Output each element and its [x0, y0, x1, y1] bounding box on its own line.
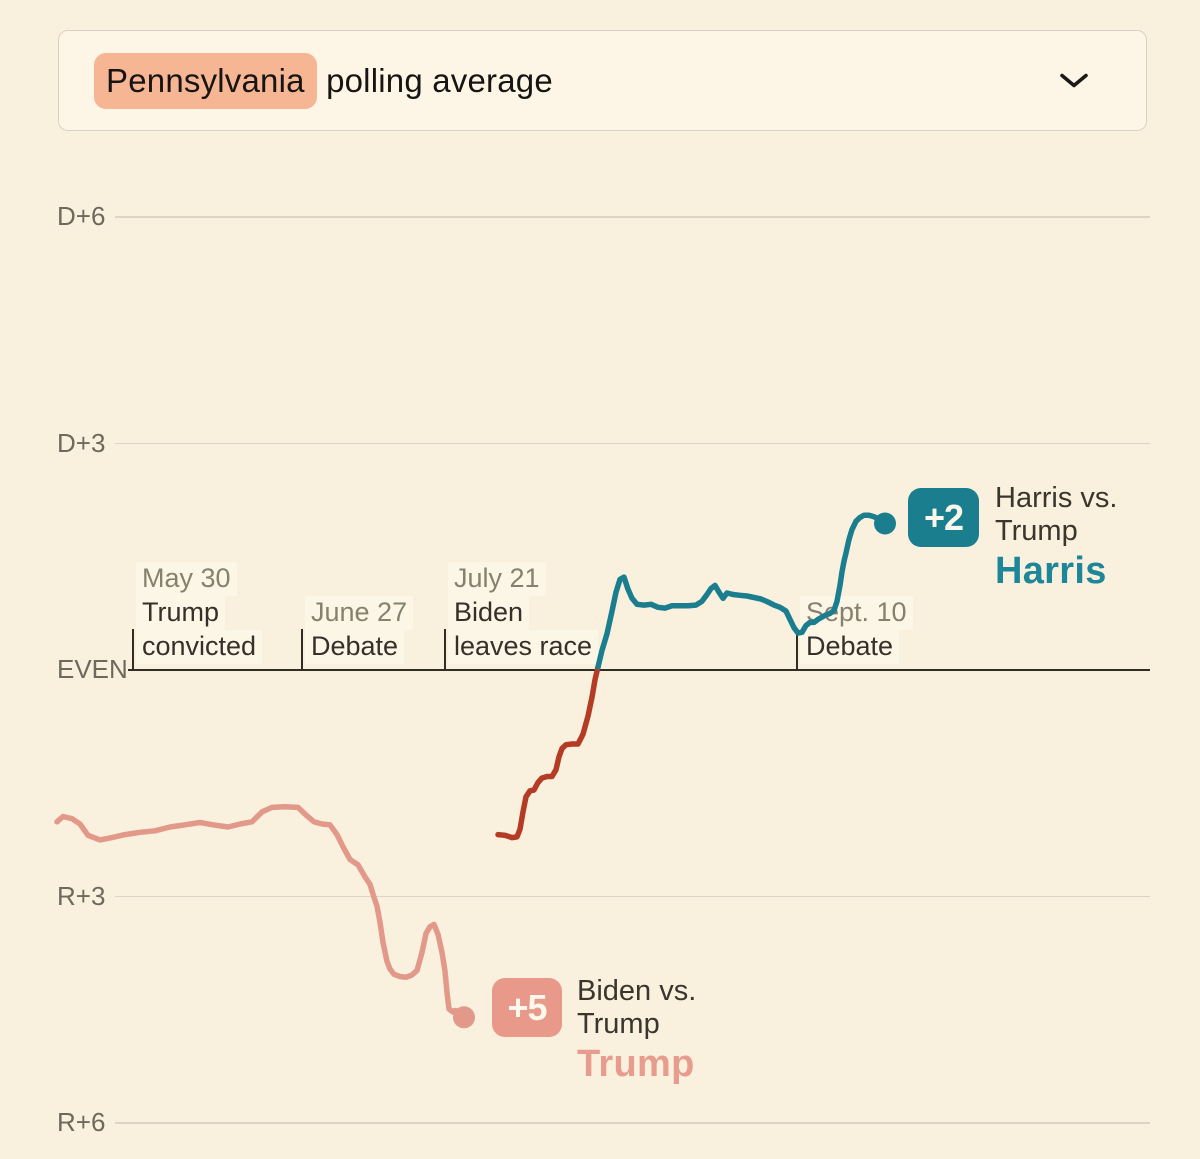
event-label-2: leaves race [448, 630, 599, 664]
y-axis-label-even: EVEN [57, 653, 128, 684]
event-label-3: Debate [800, 630, 900, 664]
y-axis-label-r+6: R+6 [57, 1106, 106, 1137]
event-date-0: May 30 [136, 562, 237, 596]
harris-margin-badge: +2 [908, 488, 979, 547]
series-line [495, 664, 601, 841]
state-selector-dropdown[interactable]: Pennsylvania polling average [58, 30, 1147, 131]
harris-leader-label: Harris [995, 550, 1107, 592]
event-date-2: July 21 [448, 562, 546, 596]
event-tick-1 [301, 629, 303, 670]
dropdown-label: Pennsylvania polling average [94, 52, 553, 109]
y-axis-label-d+6: D+6 [57, 200, 106, 231]
harris-callout: Harris vs. Trump Harris [995, 482, 1117, 591]
trump-matchup-line2: Trump [577, 1008, 660, 1040]
harris-matchup-line2: Trump [995, 515, 1078, 547]
event-label-1: Debate [305, 630, 405, 664]
chevron-down-icon [1060, 73, 1088, 87]
grid-line-d+3 [115, 442, 1150, 445]
grid-line-r+6 [115, 1122, 1150, 1124]
event-label-0: convicted [136, 630, 263, 664]
trump-callout: Biden vs. Trump Trump [577, 975, 696, 1084]
series-end-dot [874, 512, 896, 535]
trump-margin-badge: +5 [492, 978, 562, 1037]
even-axis-line [128, 669, 1150, 671]
state-name-highlight: Pennsylvania [94, 52, 317, 109]
event-tick-3 [796, 629, 798, 670]
harris-matchup-line1: Harris vs. [995, 482, 1118, 514]
y-axis-label-d+3: D+3 [57, 427, 106, 458]
event-tick-2 [444, 629, 446, 670]
event-date-3: Sept. 10 [800, 596, 913, 630]
trump-matchup-line1: Biden vs. [577, 975, 697, 1007]
event-date-1: June 27 [305, 596, 414, 630]
event-label-2: Biden [448, 596, 530, 630]
series-line [54, 803, 467, 1021]
grid-line-d+6 [115, 216, 1150, 218]
event-tick-0 [132, 629, 134, 670]
event-label-0: Trump [136, 596, 226, 630]
dropdown-label-rest: polling average [316, 61, 553, 99]
grid-line-r+3 [115, 895, 1150, 898]
series-end-dot [453, 1006, 475, 1029]
y-axis-label-r+3: R+3 [57, 880, 106, 911]
trump-leader-label: Trump [577, 1043, 695, 1085]
